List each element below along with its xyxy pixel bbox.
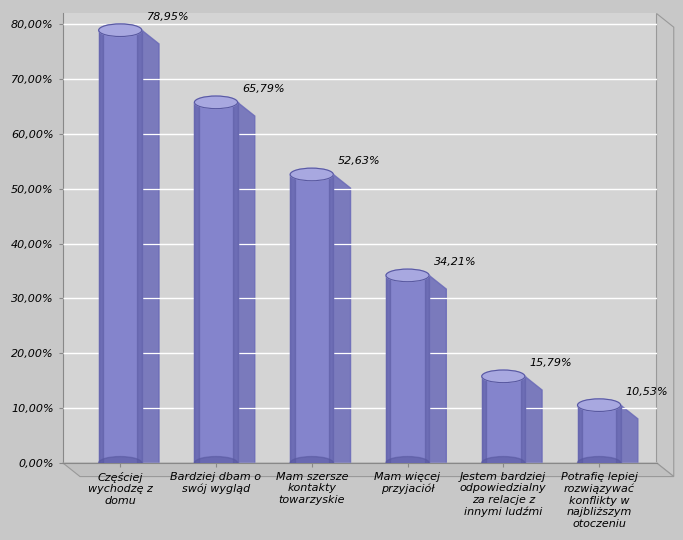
Bar [578,405,621,463]
Bar [98,30,142,463]
Ellipse shape [98,456,142,469]
Text: 65,79%: 65,79% [242,84,285,94]
Ellipse shape [98,24,142,37]
Polygon shape [525,376,542,477]
Polygon shape [333,174,350,477]
Ellipse shape [195,96,238,109]
Ellipse shape [195,456,238,469]
Text: 34,21%: 34,21% [434,257,477,267]
Bar [137,30,142,463]
Bar [425,275,429,463]
Bar [98,30,103,463]
Polygon shape [656,14,673,477]
Bar [616,405,621,463]
Ellipse shape [482,456,525,469]
Ellipse shape [386,456,429,469]
Text: 15,79%: 15,79% [529,358,572,368]
Bar [195,102,238,463]
Text: 10,53%: 10,53% [626,387,668,397]
Ellipse shape [386,269,429,282]
Text: 52,63%: 52,63% [338,156,380,166]
Ellipse shape [578,456,621,469]
Bar [482,376,525,463]
Bar [386,275,390,463]
Text: 78,95%: 78,95% [147,12,189,22]
Bar [386,275,429,463]
Bar [329,174,333,463]
Ellipse shape [290,456,333,469]
Ellipse shape [482,370,525,383]
Ellipse shape [290,168,333,181]
Polygon shape [238,102,255,477]
Bar [290,174,294,463]
Ellipse shape [578,399,621,411]
Polygon shape [429,275,446,477]
Polygon shape [63,463,673,477]
Polygon shape [621,405,638,477]
Bar [578,405,582,463]
Bar [520,376,525,463]
Bar [233,102,238,463]
Bar [290,174,333,463]
Polygon shape [142,30,159,477]
Bar [195,102,199,463]
Bar [482,376,486,463]
